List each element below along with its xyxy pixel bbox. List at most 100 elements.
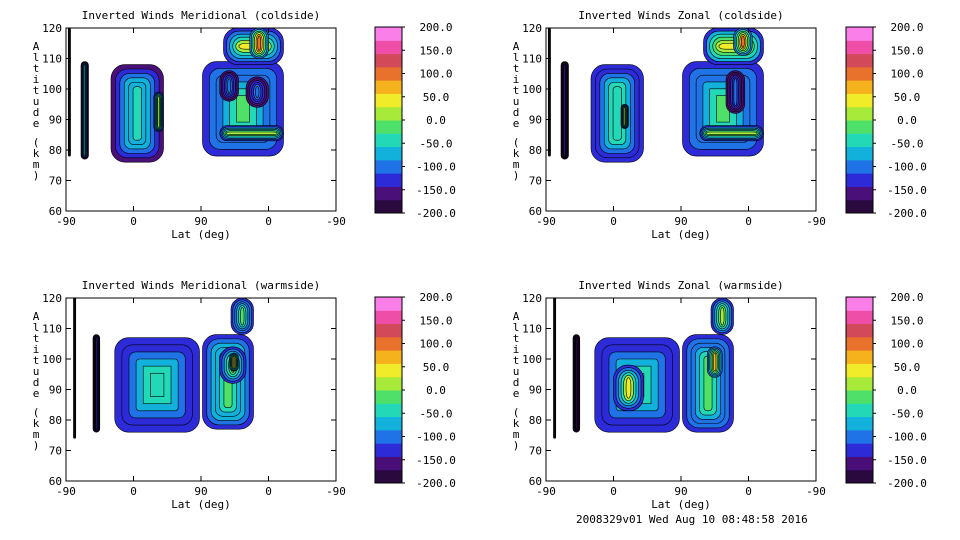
contour-region-5-level-6 [240,307,245,326]
colorbar-band [375,403,402,418]
plot-area [67,28,284,163]
y-tick-label: 90 [529,384,542,397]
y-tick-label: 70 [529,175,542,188]
colorbar-band [846,350,873,364]
colorbar-band [846,416,873,431]
contour-region-1-level-6 [74,298,76,438]
colorbar-tick-label: 50.0 [894,361,921,374]
colorbar-tick-label: -50.0 [890,407,923,420]
colorbar-tick-label: 150.0 [419,44,452,57]
colorbar-band [375,133,402,148]
y-tick-label: 80 [49,414,62,427]
contour-region-5-level-6 [236,95,250,123]
chart-panel-2: Inverted Winds Zonal (coldside) -90 0 90 0 -9… [513,9,927,241]
colorbar-band [375,350,402,364]
colorbar-band [846,93,873,108]
x-tick-label: -90 [326,485,346,498]
colorbar-band [846,66,873,81]
contour-region-2-level-6 [575,337,578,430]
colorbar-tick-label: -200.0 [887,477,927,490]
colorbar-band [375,310,402,325]
colorbar-tick-label: 0.0 [426,384,446,397]
colorbar-band [375,53,402,68]
plot-area [553,298,734,439]
colorbar-band [846,469,873,484]
x-tick-label: 0 [130,215,137,228]
plot-frame [545,297,817,482]
plot-frame [545,27,817,212]
x-tick-label: 90 [194,485,207,498]
colorbar-tick-label: 100.0 [890,338,923,351]
colorbar-band [375,120,402,134]
colorbar-band [375,363,402,378]
colorbar-band [375,429,402,444]
colorbar-band [846,429,873,444]
colorbar-band [846,199,873,214]
plot-frame [65,27,337,212]
colorbar-tick-label: -50.0 [419,407,452,420]
x-axis-label: Lat (deg) [171,228,231,241]
colorbar-band [846,53,873,68]
colorbar-tick-label: 100.0 [890,68,923,81]
x-tick-label: 90 [674,485,687,498]
colorbar-tick-label: -100.0 [416,161,456,174]
contour-region-4-level-6 [625,377,632,399]
colorbar-band [846,186,873,201]
x-tick-label: 0 [265,215,272,228]
colorbar-tick-label: -50.0 [419,137,452,150]
contour-region-3-level-6 [132,86,142,141]
colorbar-band [846,376,873,391]
colorbar-band [846,133,873,148]
colorbar-tick-label: -150.0 [887,184,927,197]
x-tick-label: -90 [56,215,76,228]
x-axis-label: Lat (deg) [171,498,231,511]
y-tick-label: 110 [42,323,62,336]
y-tick-label: 100 [522,83,542,96]
y-tick-label: 100 [522,353,542,366]
contour-region-8-level-6 [227,78,231,94]
contour-region-10-level-6 [225,131,278,135]
chart-panel-1: Inverted Winds Meridional (coldside) -90 0… [33,9,456,241]
y-tick-label: 60 [49,205,62,218]
colorbar-band [375,66,402,81]
contour-region-2-level-6 [563,64,566,157]
contour-region-1-level-6 [548,28,551,156]
contour-region-4-level-6 [623,107,626,126]
colorbar-band [846,403,873,418]
colorbar-tick-label: -150.0 [416,454,456,467]
contour-region-7-level-6 [232,356,236,368]
chart-title: Inverted Winds Zonal (warmside) [578,279,783,292]
y-tick-label: 100 [42,353,62,366]
colorbar-band [846,80,873,94]
x-tick-label: 0 [745,215,752,228]
contour-region-3-level-6 [612,86,622,141]
contour-region-1-level-6 [554,298,556,438]
colorbar-band [846,390,873,404]
colorbar-band [846,323,873,338]
colorbar-band [846,40,873,55]
chart-title: Inverted Winds Zonal (coldside) [578,9,783,22]
colorbar-band [375,159,402,174]
colorbar-band [375,297,402,311]
y-tick-label: 100 [42,83,62,96]
x-tick-label: 0 [130,485,137,498]
y-tick-label: 110 [522,323,542,336]
colorbar-band [375,40,402,55]
contour-region-7-level-6 [257,35,261,51]
y-tick-label: 60 [529,475,542,488]
y-tick-label: 60 [529,205,542,218]
colorbar-band [846,310,873,325]
y-tick-label: 90 [529,114,542,127]
y-tick-label: 120 [522,292,542,305]
colorbar-tick-label: -200.0 [887,207,927,220]
contour-region-4-level-6 [157,95,160,128]
y-tick-label: 90 [49,384,62,397]
x-tick-label: -90 [536,215,556,228]
x-tick-label: 0 [610,215,617,228]
x-axis-label: Lat (deg) [651,228,711,241]
colorbar-band [846,443,873,457]
